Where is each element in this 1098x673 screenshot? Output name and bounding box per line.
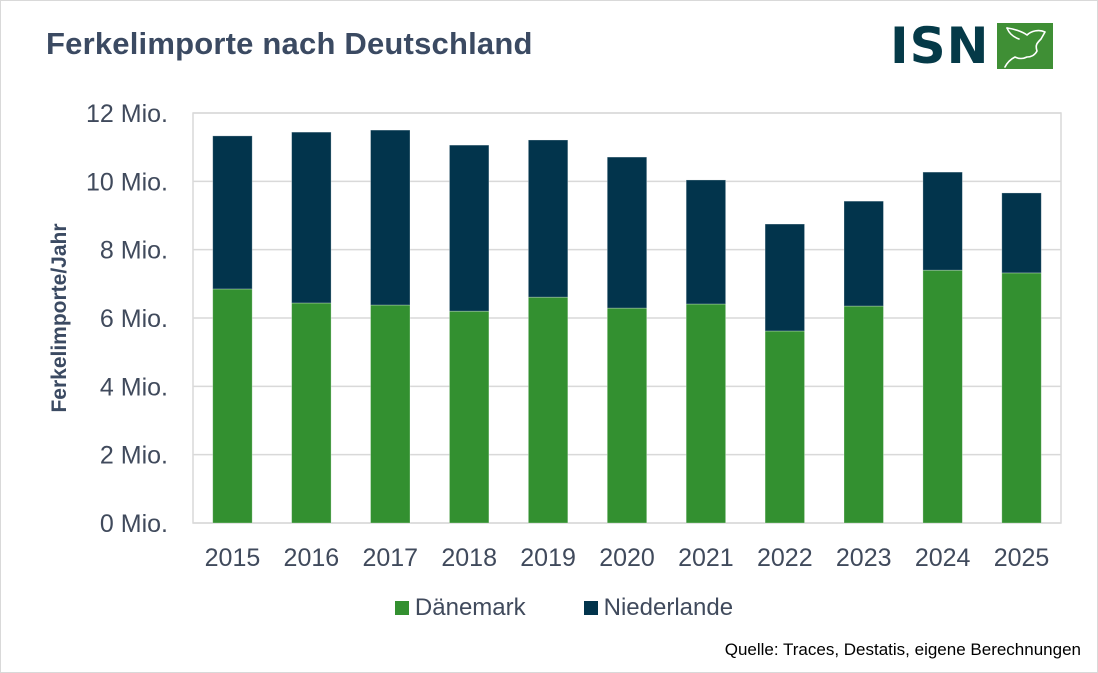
bar-daenemark-2017[interactable] (370, 304, 411, 524)
x-tick-label: 2019 (520, 544, 576, 572)
x-tick-label: 2016 (284, 544, 340, 572)
x-tick-label: 2024 (915, 544, 971, 572)
y-axis-label: Ferkelimporte/Jahr (48, 223, 71, 412)
bar-niederlande-2022[interactable] (764, 223, 805, 332)
bar-daenemark-2015[interactable] (212, 288, 253, 524)
legend-item-daenemark[interactable]: Dänemark (365, 594, 526, 622)
y-tick-label: 4 Mio. (100, 373, 168, 401)
y-tick-labels: 0 Mio. 2 Mio. 4 Mio. 6 Mio. 8 Mio. 10 Mio. 12 … (86, 100, 168, 538)
bar-niederlande-2018[interactable] (449, 144, 490, 312)
bar-daenemark-2025[interactable] (1001, 272, 1042, 524)
x-tick-label: 2022 (757, 544, 813, 572)
x-tick-label: 2017 (362, 544, 418, 572)
bar-niederlande-2016[interactable] (291, 131, 332, 304)
bar-daenemark-2018[interactable] (449, 310, 490, 524)
y-tick-label: 10 Mio. (86, 168, 168, 196)
isn-logo: ISN (890, 17, 1054, 75)
x-tick-label: 2023 (836, 544, 892, 572)
logo-text: ISN (890, 17, 990, 75)
legend-swatch-niederlande (583, 601, 598, 615)
bar-daenemark-2020[interactable] (606, 307, 648, 524)
x-tick-labels: 2015 2016 2017 2018 2019 2020 2021 2022 2023 2024… (205, 544, 1050, 572)
x-tick-label: 2018 (441, 544, 497, 572)
legend: Dänemark Niederlande (0, 594, 1098, 622)
bar-daenemark-2023[interactable] (843, 305, 884, 524)
bars (212, 129, 1042, 524)
x-tick-label: 2015 (205, 544, 261, 572)
bar-niederlande-2023[interactable] (843, 200, 884, 307)
legend-item-niederlande[interactable]: Niederlande (554, 594, 733, 622)
bar-daenemark-2024[interactable] (922, 269, 963, 524)
legend-swatch-daenemark (394, 601, 409, 615)
bar-niederlande-2015[interactable] (212, 135, 253, 290)
bar-niederlande-2020[interactable] (606, 156, 648, 309)
legend-label-niederlande: Niederlande (603, 594, 734, 621)
legend-label-daenemark: Dänemark (414, 594, 526, 621)
bar-daenemark-2016[interactable] (291, 302, 332, 524)
bar-niederlande-2019[interactable] (527, 139, 569, 298)
y-tick-label: 12 Mio. (86, 100, 168, 128)
x-tick-label: 2025 (994, 544, 1050, 572)
pig-head-icon (997, 23, 1054, 69)
bar-niederlande-2025[interactable] (1001, 192, 1042, 274)
y-tick-label: 8 Mio. (100, 237, 168, 265)
chart-title: Ferkelimporte nach Deutschland (46, 26, 533, 61)
y-tick-label: 0 Mio. (100, 510, 168, 538)
bar-daenemark-2019[interactable] (527, 296, 569, 524)
bar-daenemark-2021[interactable] (685, 303, 727, 524)
y-tick-label: 2 Mio. (100, 442, 168, 470)
bar-niederlande-2024[interactable] (922, 171, 963, 271)
bar-daenemark-2022[interactable] (764, 330, 805, 524)
x-tick-label: 2021 (678, 544, 734, 572)
y-tick-label: 6 Mio. (100, 305, 168, 333)
bar-niederlande-2017[interactable] (370, 129, 411, 306)
bar-niederlande-2021[interactable] (685, 179, 727, 305)
x-tick-label: 2020 (599, 544, 655, 572)
source-note: Quelle: Traces, Destatis, eigene Berechn… (724, 640, 1081, 659)
